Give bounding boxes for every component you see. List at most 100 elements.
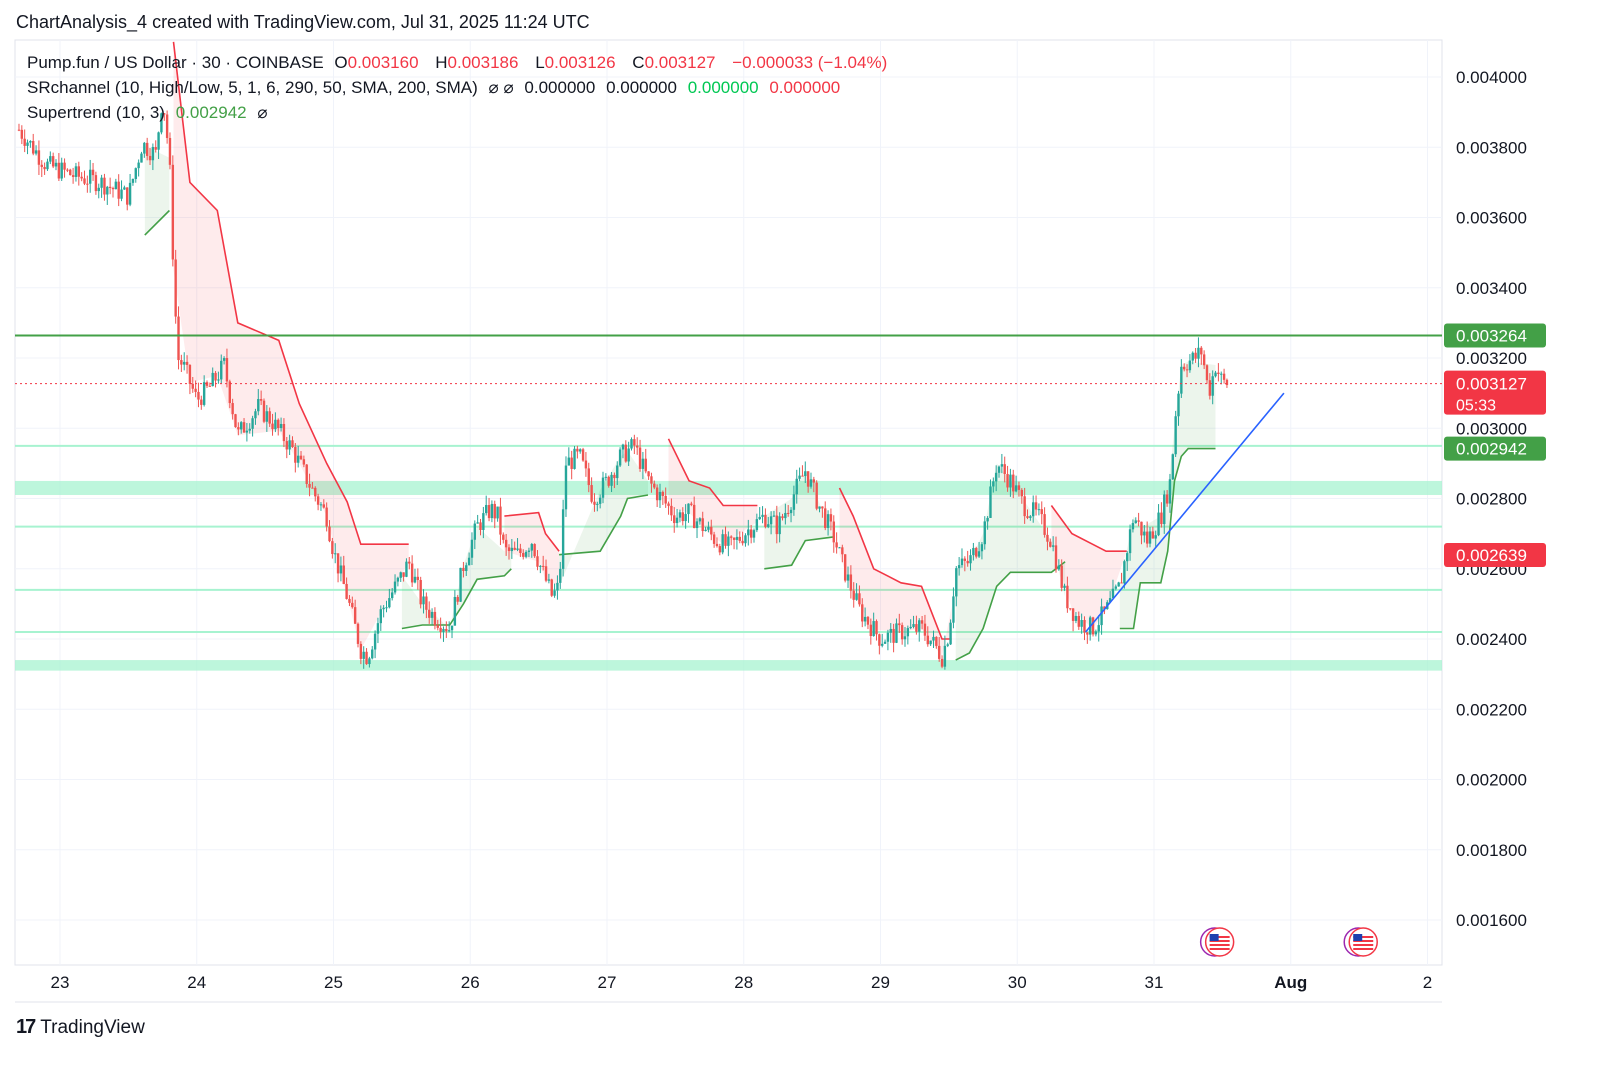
candle-body — [1145, 531, 1149, 544]
candle-body — [707, 526, 710, 530]
low-value: 0.003126 — [544, 53, 616, 72]
candle-body — [1131, 523, 1135, 530]
candle-body — [51, 156, 55, 167]
candle-body — [761, 514, 764, 517]
candle-body — [838, 547, 841, 549]
candle-body — [188, 364, 192, 384]
chart-credit: ChartAnalysis_4 created with TradingView… — [16, 12, 590, 32]
candle-body — [955, 568, 958, 597]
supertrend-hidden-icon[interactable]: ⌀ — [257, 103, 268, 122]
candle-body — [966, 560, 969, 564]
candle-body — [1205, 365, 1209, 381]
candle-body — [69, 169, 72, 176]
symbol-name[interactable]: Pump.fun / US Dollar · 30 · COINBASE — [27, 53, 324, 72]
candle-body — [1208, 380, 1212, 396]
drawn-lines[interactable] — [15, 334, 1442, 633]
candle-body — [46, 161, 49, 170]
candle-body — [644, 458, 647, 472]
candle-body — [932, 636, 935, 641]
candle-body — [447, 630, 451, 632]
candle-body — [539, 565, 542, 567]
candle-body — [91, 169, 95, 176]
srchannel-name[interactable]: SRchannel (10, High/Low, 5, 1, 6, 290, 5… — [27, 78, 478, 97]
candle-body — [459, 567, 462, 602]
candle-body — [259, 399, 263, 401]
candle-body — [861, 604, 864, 622]
candle-body — [442, 628, 445, 632]
flag-stripe — [1209, 936, 1230, 938]
candle-body — [490, 503, 494, 519]
candle-body — [305, 464, 308, 484]
candle-body — [1034, 502, 1038, 510]
candle-body — [655, 487, 659, 501]
candle-body — [715, 543, 719, 547]
candle-body — [516, 548, 519, 550]
supertrend-segment — [144, 209, 170, 236]
tradingview-logo[interactable]: 17 TradingView — [16, 1016, 145, 1039]
candle-body — [191, 383, 194, 389]
candle-body — [285, 441, 288, 450]
candle-body — [638, 447, 642, 469]
us-flag-icon[interactable] — [1343, 927, 1378, 957]
candle-body — [510, 547, 514, 552]
candle-body — [20, 129, 24, 139]
event-markers[interactable] — [1199, 927, 1378, 957]
candle-body — [601, 477, 605, 498]
candle-body — [846, 574, 850, 581]
candle-body — [869, 624, 873, 637]
flag-stripe — [1209, 944, 1230, 946]
candle-body — [433, 611, 437, 626]
candle-body — [786, 512, 790, 514]
candle-body — [661, 491, 665, 496]
candle-body — [63, 162, 66, 170]
supertrend-name[interactable]: Supertrend (10, 3) — [27, 103, 165, 122]
candle-body — [1217, 372, 1220, 375]
candle-body — [670, 505, 673, 516]
candle-body — [325, 507, 328, 527]
open-value: 0.003160 — [347, 53, 419, 72]
candle-body — [351, 602, 354, 608]
srchannel-hidden-icons[interactable]: ⌀ ⌀ — [488, 78, 514, 97]
candle-body — [80, 176, 83, 179]
candle-body — [83, 178, 86, 184]
candle-body — [815, 482, 818, 509]
candle-body — [593, 501, 596, 505]
candle-body — [425, 596, 428, 610]
candle-body — [544, 566, 548, 581]
candle-body — [764, 514, 767, 527]
candle-body — [1111, 588, 1115, 599]
candle-body — [26, 142, 29, 146]
candle-body — [903, 636, 907, 640]
candle-body — [248, 428, 251, 431]
candle-body — [291, 440, 294, 448]
candle-body — [738, 536, 741, 541]
candle-body — [567, 457, 571, 466]
candle-body — [821, 506, 824, 509]
candle-body — [151, 147, 155, 161]
candle-body — [1026, 516, 1029, 518]
candle-body — [937, 645, 941, 659]
candle-body — [299, 455, 303, 460]
candle-body — [1148, 531, 1152, 544]
candle-body — [1180, 366, 1183, 394]
candle-body — [1194, 352, 1197, 359]
us-flag-icon[interactable] — [1199, 927, 1235, 957]
candle-body — [541, 565, 545, 567]
candle-body — [675, 517, 679, 524]
candle-body — [1160, 512, 1163, 525]
supertrend-segment — [401, 568, 512, 630]
candle-body — [376, 623, 380, 634]
x-tick-label: 30 — [1008, 973, 1027, 992]
candle-body — [348, 598, 351, 603]
y-tick-label: 0.004000 — [1456, 68, 1527, 87]
supertrend-segment — [1050, 505, 1127, 552]
candle-body — [858, 593, 861, 605]
candle-body — [194, 388, 197, 392]
candle-body — [302, 459, 306, 465]
candle-body — [183, 361, 186, 365]
candle-body — [653, 483, 656, 488]
candle-body — [855, 593, 858, 600]
candle-body — [983, 521, 986, 545]
candle-body — [920, 620, 924, 624]
